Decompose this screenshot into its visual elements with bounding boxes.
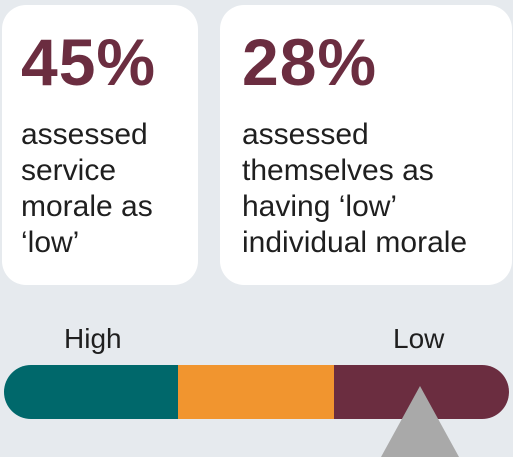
service-desc-line: ‘low’: [21, 226, 80, 259]
individual-desc-line: themselves as: [242, 154, 434, 187]
scale-pointer-triangle: [381, 386, 459, 457]
scale-segment-mid: [178, 365, 334, 419]
service-desc-line: service: [21, 154, 117, 187]
scale-segment-high: [4, 365, 178, 419]
individual-desc-line: having ‘low’: [242, 190, 398, 223]
service-desc-line: morale as: [21, 190, 153, 223]
individual-desc-line: assessed: [242, 118, 369, 151]
service-morale-card: 45% assessed service morale as ‘low’: [2, 5, 198, 285]
morale-scale-bar: [4, 365, 509, 419]
service-desc-line: assessed: [21, 118, 148, 151]
service-morale-description: assessed service morale as ‘low’: [21, 117, 198, 261]
individual-desc-line: individual morale: [242, 226, 468, 259]
service-morale-percentage: 45%: [21, 25, 157, 99]
individual-morale-card: 28% assessed themselves as having ‘low’ …: [220, 5, 512, 285]
scale-low-label: Low: [393, 323, 445, 354]
individual-morale-description: assessed themselves as having ‘low’ indi…: [242, 117, 512, 261]
individual-morale-percentage: 28%: [242, 25, 378, 99]
scale-high-label: High: [64, 323, 122, 354]
